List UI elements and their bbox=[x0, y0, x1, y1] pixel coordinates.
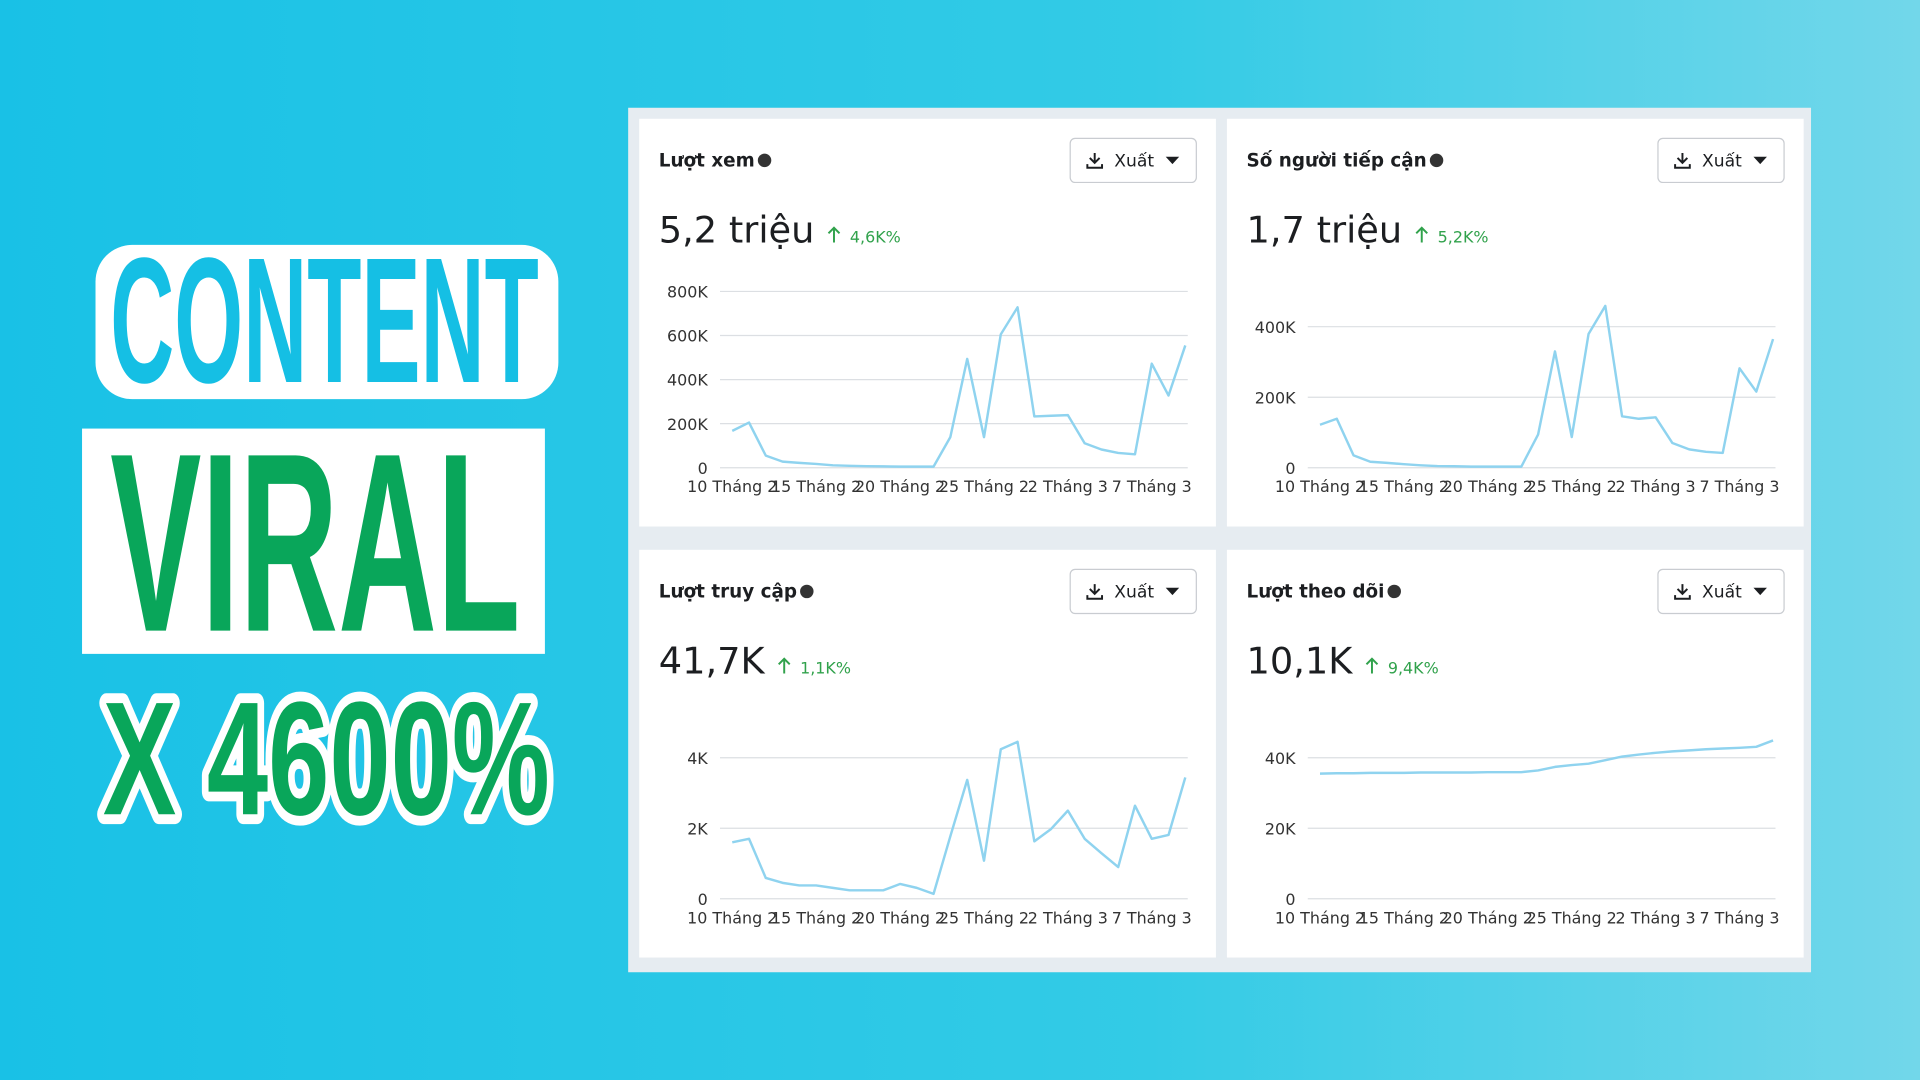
headline-box bbox=[95, 244, 559, 400]
change-value: 1,1K% bbox=[800, 658, 851, 677]
x-tick-label: 15 Tháng 2 bbox=[1359, 908, 1449, 927]
y-tick-label: 0 bbox=[698, 890, 708, 909]
headline: VIRAL bbox=[110, 400, 520, 685]
y-tick-label: 0 bbox=[698, 459, 708, 478]
x-tick-label: 20 Tháng 2 bbox=[855, 477, 945, 496]
info-icon bbox=[757, 153, 772, 168]
x-tick-label: 10 Tháng 2 bbox=[687, 477, 777, 496]
total-value: 5,2 triệu bbox=[659, 208, 815, 251]
x-tick-label: 2 Tháng 3 bbox=[1028, 477, 1108, 496]
card-title: Số người tiếp cận bbox=[1247, 151, 1427, 172]
export-button[interactable] bbox=[1657, 568, 1785, 615]
x-tick-label: 2 Tháng 3 bbox=[1028, 908, 1108, 927]
x-tick-label: 2 Tháng 3 bbox=[1616, 477, 1696, 496]
card-title: Lượt xem bbox=[659, 151, 755, 172]
headline-box bbox=[82, 428, 545, 654]
x-tick-label: 7 Tháng 3 bbox=[1699, 477, 1779, 496]
export-label: Xuất bbox=[1114, 582, 1154, 603]
headline: CONTENT bbox=[110, 220, 539, 420]
card: Lượt theo dõi Xuất 10,1K 9,4K% bbox=[1226, 549, 1804, 958]
x-tick-label: 15 Tháng 2 bbox=[771, 908, 861, 927]
change-value: 4,6K% bbox=[850, 227, 901, 246]
dropdown-caret bbox=[1753, 156, 1767, 165]
y-tick-label: 400K bbox=[1255, 318, 1296, 337]
x-tick-label: 2 Tháng 3 bbox=[1616, 908, 1696, 927]
card-bg bbox=[1226, 549, 1804, 958]
x-tick-label: 15 Tháng 2 bbox=[1359, 477, 1449, 496]
total-value: 1,7 triệu bbox=[1247, 208, 1403, 251]
x-tick-label: 20 Tháng 2 bbox=[1443, 477, 1533, 496]
y-tick-label: 200K bbox=[667, 415, 708, 434]
x-tick-label: 10 Tháng 2 bbox=[1275, 477, 1365, 496]
download-icon bbox=[1674, 584, 1691, 600]
y-tick-label: 600K bbox=[667, 327, 708, 346]
change-value: 5,2K% bbox=[1438, 227, 1489, 246]
data-line bbox=[731, 740, 1187, 896]
card: Lượt truy cập Xuất 41,7K 1,1K% bbox=[639, 549, 1216, 958]
change-value: 9,4K% bbox=[1388, 658, 1439, 677]
x-tick-label: 20 Tháng 2 bbox=[1443, 908, 1533, 927]
y-tick-label: 40K bbox=[1265, 749, 1296, 768]
export-label: Xuất bbox=[1702, 582, 1742, 603]
x-tick-label: 7 Tháng 3 bbox=[1112, 477, 1192, 496]
download-icon bbox=[1086, 584, 1104, 600]
y-tick-label: 20K bbox=[1265, 819, 1296, 838]
card-bg bbox=[639, 549, 1216, 958]
x-tick-label: 25 Tháng 2 bbox=[939, 908, 1029, 927]
info-icon bbox=[1429, 153, 1444, 168]
y-tick-label: 200K bbox=[1255, 388, 1296, 407]
download-icon bbox=[1674, 153, 1691, 169]
card-bg bbox=[639, 118, 1216, 527]
data-line bbox=[731, 306, 1187, 468]
dropdown-caret bbox=[1165, 156, 1180, 165]
up-arrow bbox=[778, 657, 791, 674]
y-tick-label: 0 bbox=[1285, 459, 1295, 478]
x-tick-label: 10 Tháng 2 bbox=[1275, 908, 1365, 927]
x-tick-label: 25 Tháng 2 bbox=[939, 477, 1029, 496]
y-tick-label: 2K bbox=[687, 819, 708, 838]
x-tick-label: 10 Tháng 2 bbox=[687, 908, 777, 927]
total-value: 10,1K bbox=[1247, 639, 1354, 682]
card-bg bbox=[1226, 118, 1804, 527]
up-arrow bbox=[1365, 657, 1379, 674]
card: Lượt xem Xuất 5,2 triệu 4,6K% bbox=[639, 118, 1216, 527]
total-value: 41,7K bbox=[659, 639, 766, 682]
y-tick-label: 400K bbox=[667, 371, 708, 390]
info-icon bbox=[800, 584, 814, 599]
export-button[interactable] bbox=[1069, 568, 1197, 615]
y-tick-label: 800K bbox=[667, 283, 708, 302]
data-line bbox=[1319, 739, 1774, 775]
card: Số người tiếp cận Xuất 1,7 triệu 5,2K% bbox=[1226, 118, 1804, 527]
export-label: Xuất bbox=[1114, 151, 1154, 172]
data-line bbox=[1319, 304, 1775, 468]
x-tick-label: 15 Tháng 2 bbox=[771, 477, 861, 496]
up-arrow bbox=[1415, 226, 1428, 243]
download-icon bbox=[1086, 153, 1104, 169]
x-tick-label: 7 Tháng 3 bbox=[1699, 908, 1779, 927]
y-tick-label: 4K bbox=[687, 749, 708, 768]
x-tick-label: 7 Tháng 3 bbox=[1112, 908, 1192, 927]
card-title: Lượt truy cập bbox=[659, 582, 797, 603]
x-tick-label: 25 Tháng 2 bbox=[1527, 477, 1617, 496]
export-button[interactable] bbox=[1657, 137, 1785, 184]
card-title: Lượt theo dõi bbox=[1247, 582, 1385, 603]
x-tick-label: 25 Tháng 2 bbox=[1527, 908, 1617, 927]
info-icon bbox=[1387, 584, 1401, 599]
dropdown-caret bbox=[1165, 587, 1180, 596]
up-arrow bbox=[827, 226, 841, 243]
x-tick-label: 20 Tháng 2 bbox=[855, 908, 945, 927]
export-button[interactable] bbox=[1069, 137, 1197, 184]
export-label: Xuất bbox=[1702, 151, 1742, 172]
headline: X 4600% bbox=[103, 669, 550, 849]
dropdown-caret bbox=[1753, 587, 1767, 596]
y-tick-label: 0 bbox=[1285, 890, 1295, 909]
